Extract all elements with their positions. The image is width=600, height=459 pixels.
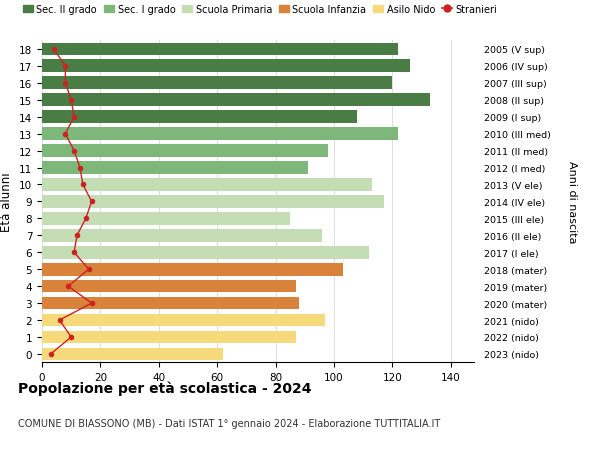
Text: COMUNE DI BIASSONO (MB) - Dati ISTAT 1° gennaio 2024 - Elaborazione TUTTITALIA.I: COMUNE DI BIASSONO (MB) - Dati ISTAT 1° …: [18, 418, 440, 428]
Legend: Sec. II grado, Sec. I grado, Scuola Primaria, Scuola Infanzia, Asilo Nido, Stran: Sec. II grado, Sec. I grado, Scuola Prim…: [23, 5, 497, 15]
Bar: [42, 94, 430, 107]
Text: Popolazione per età scolastica - 2024: Popolazione per età scolastica - 2024: [18, 381, 311, 396]
Bar: [42, 44, 398, 56]
Bar: [42, 111, 357, 124]
Bar: [42, 263, 343, 276]
Bar: [42, 213, 290, 225]
Bar: [42, 196, 383, 208]
Bar: [42, 145, 328, 157]
Bar: [42, 60, 410, 73]
Bar: [42, 179, 372, 191]
Y-axis label: Età alunni: Età alunni: [1, 172, 13, 232]
Y-axis label: Anni di nascita: Anni di nascita: [567, 161, 577, 243]
Bar: [42, 246, 369, 259]
Bar: [42, 77, 392, 90]
Bar: [42, 331, 296, 344]
Bar: [42, 162, 308, 174]
Bar: [42, 230, 322, 242]
Bar: [42, 297, 299, 310]
Bar: [42, 314, 325, 327]
Bar: [42, 280, 296, 293]
Bar: [42, 128, 398, 140]
Bar: [42, 348, 223, 360]
